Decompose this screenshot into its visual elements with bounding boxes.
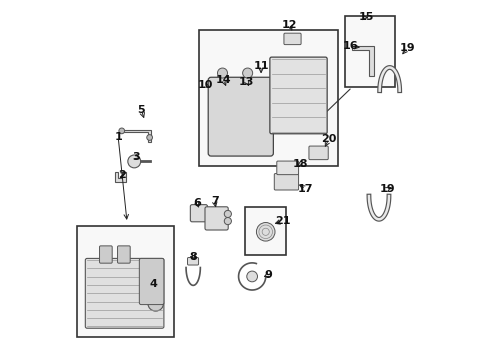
- Text: 5: 5: [138, 105, 145, 115]
- FancyBboxPatch shape: [188, 257, 198, 265]
- Bar: [198, 30, 338, 166]
- Text: 6: 6: [193, 198, 201, 208]
- Circle shape: [218, 68, 227, 78]
- Text: 13: 13: [239, 77, 254, 87]
- Bar: [245, 207, 286, 255]
- FancyBboxPatch shape: [205, 207, 228, 230]
- Circle shape: [148, 296, 164, 311]
- Text: 14: 14: [216, 75, 231, 85]
- FancyBboxPatch shape: [190, 204, 207, 222]
- Text: 15: 15: [359, 13, 374, 22]
- Text: 4: 4: [150, 279, 158, 289]
- Text: 8: 8: [189, 252, 197, 262]
- Text: 18: 18: [293, 159, 308, 169]
- Text: 9: 9: [264, 270, 272, 280]
- Circle shape: [224, 210, 231, 217]
- Text: 21: 21: [275, 216, 290, 226]
- Circle shape: [224, 217, 231, 225]
- Text: 11: 11: [253, 61, 269, 71]
- Circle shape: [119, 128, 124, 134]
- Text: 19: 19: [380, 184, 396, 194]
- Text: 7: 7: [211, 197, 219, 206]
- Polygon shape: [115, 172, 126, 182]
- Text: 19: 19: [400, 43, 416, 53]
- Circle shape: [243, 68, 253, 78]
- FancyBboxPatch shape: [277, 161, 298, 175]
- Circle shape: [147, 135, 152, 140]
- Circle shape: [128, 155, 141, 168]
- Bar: [345, 16, 395, 87]
- FancyBboxPatch shape: [274, 174, 298, 190]
- Polygon shape: [352, 46, 373, 76]
- Text: 2: 2: [118, 170, 125, 180]
- Text: 10: 10: [198, 80, 213, 90]
- FancyBboxPatch shape: [99, 246, 112, 263]
- Text: 17: 17: [298, 184, 314, 194]
- Text: 16: 16: [343, 41, 358, 51]
- Text: 1: 1: [114, 132, 122, 142]
- FancyBboxPatch shape: [309, 146, 328, 159]
- Circle shape: [256, 222, 275, 241]
- Text: 12: 12: [282, 19, 297, 30]
- Text: 20: 20: [321, 134, 337, 144]
- FancyBboxPatch shape: [85, 258, 164, 328]
- Circle shape: [247, 271, 258, 282]
- FancyBboxPatch shape: [284, 33, 301, 45]
- Text: 3: 3: [132, 152, 140, 162]
- Bar: [77, 226, 173, 337]
- Polygon shape: [122, 130, 151, 142]
- FancyBboxPatch shape: [208, 77, 273, 156]
- FancyBboxPatch shape: [139, 258, 164, 305]
- FancyBboxPatch shape: [270, 57, 327, 134]
- FancyBboxPatch shape: [118, 246, 130, 263]
